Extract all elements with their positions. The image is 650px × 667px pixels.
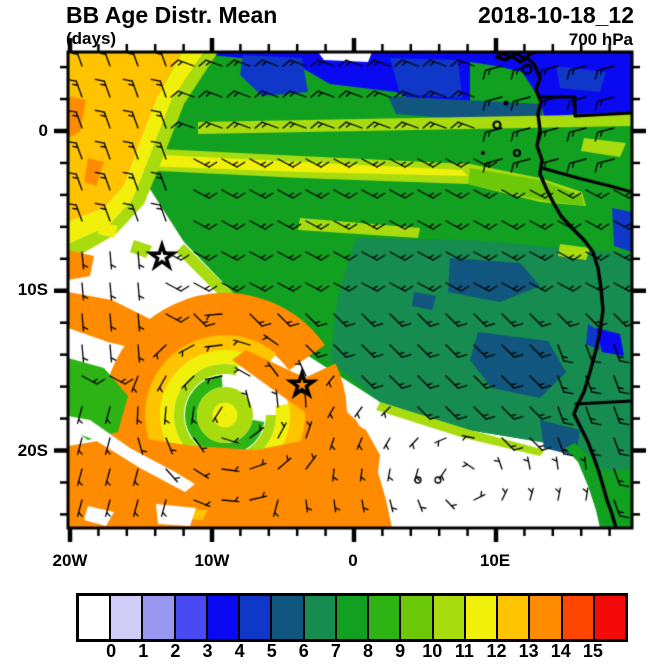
colorbar-box bbox=[528, 596, 561, 639]
x-axis-label: 0 bbox=[348, 551, 358, 570]
colorbar-label: 8 bbox=[363, 641, 374, 661]
colorbar-label: 14 bbox=[550, 641, 571, 661]
colorbar-label: 13 bbox=[518, 641, 539, 661]
colorbar-label: 6 bbox=[298, 641, 309, 661]
colorbar-label: 2 bbox=[170, 641, 181, 661]
x-axis-label: 10W bbox=[194, 551, 230, 570]
colorbar-label: 0 bbox=[106, 641, 117, 661]
x-axis-label: 20W bbox=[52, 551, 88, 570]
y-axis-label: 10S bbox=[17, 280, 48, 299]
units-label: (days) bbox=[66, 29, 117, 48]
colorbar-box bbox=[79, 596, 110, 639]
colorbar-box bbox=[431, 596, 464, 639]
y-axis-label: 20S bbox=[17, 441, 48, 460]
colorbar-box bbox=[205, 596, 239, 639]
colorbar-label: 5 bbox=[266, 641, 277, 661]
colorbar-box bbox=[367, 596, 400, 639]
colorbar-box bbox=[592, 596, 625, 639]
page-title: BB Age Distr. Mean bbox=[66, 2, 278, 28]
x-axis-label: 10E bbox=[479, 551, 511, 570]
colorbar-box bbox=[173, 596, 206, 639]
colorbar-box bbox=[399, 596, 432, 639]
colorbar-label: 7 bbox=[330, 641, 341, 661]
colorbar-box bbox=[463, 596, 497, 639]
colorbar-box bbox=[109, 596, 142, 639]
colorbar-box bbox=[270, 596, 303, 639]
colorbar-label: 15 bbox=[582, 641, 603, 661]
y-axis-label: 0 bbox=[38, 121, 48, 140]
colorbar-box bbox=[141, 596, 174, 639]
colorbar-label: 3 bbox=[202, 641, 213, 661]
colorbar bbox=[76, 593, 628, 642]
colorbar-box bbox=[238, 596, 271, 639]
colorbar-box bbox=[334, 596, 368, 639]
colorbar-box bbox=[496, 596, 529, 639]
colorbar-label: 12 bbox=[486, 641, 507, 661]
colorbar-label: 1 bbox=[138, 641, 149, 661]
colorbar-box bbox=[560, 596, 593, 639]
colorbar-label: 11 bbox=[454, 641, 474, 661]
date-label: 2018-10-18_12 bbox=[477, 2, 634, 28]
pressure-level-label: 700 hPa bbox=[568, 30, 633, 49]
colorbar-label: 4 bbox=[234, 641, 245, 661]
colorbar-label: 9 bbox=[395, 641, 406, 661]
colorbar-box bbox=[302, 596, 335, 639]
colorbar-label: 10 bbox=[422, 641, 443, 661]
